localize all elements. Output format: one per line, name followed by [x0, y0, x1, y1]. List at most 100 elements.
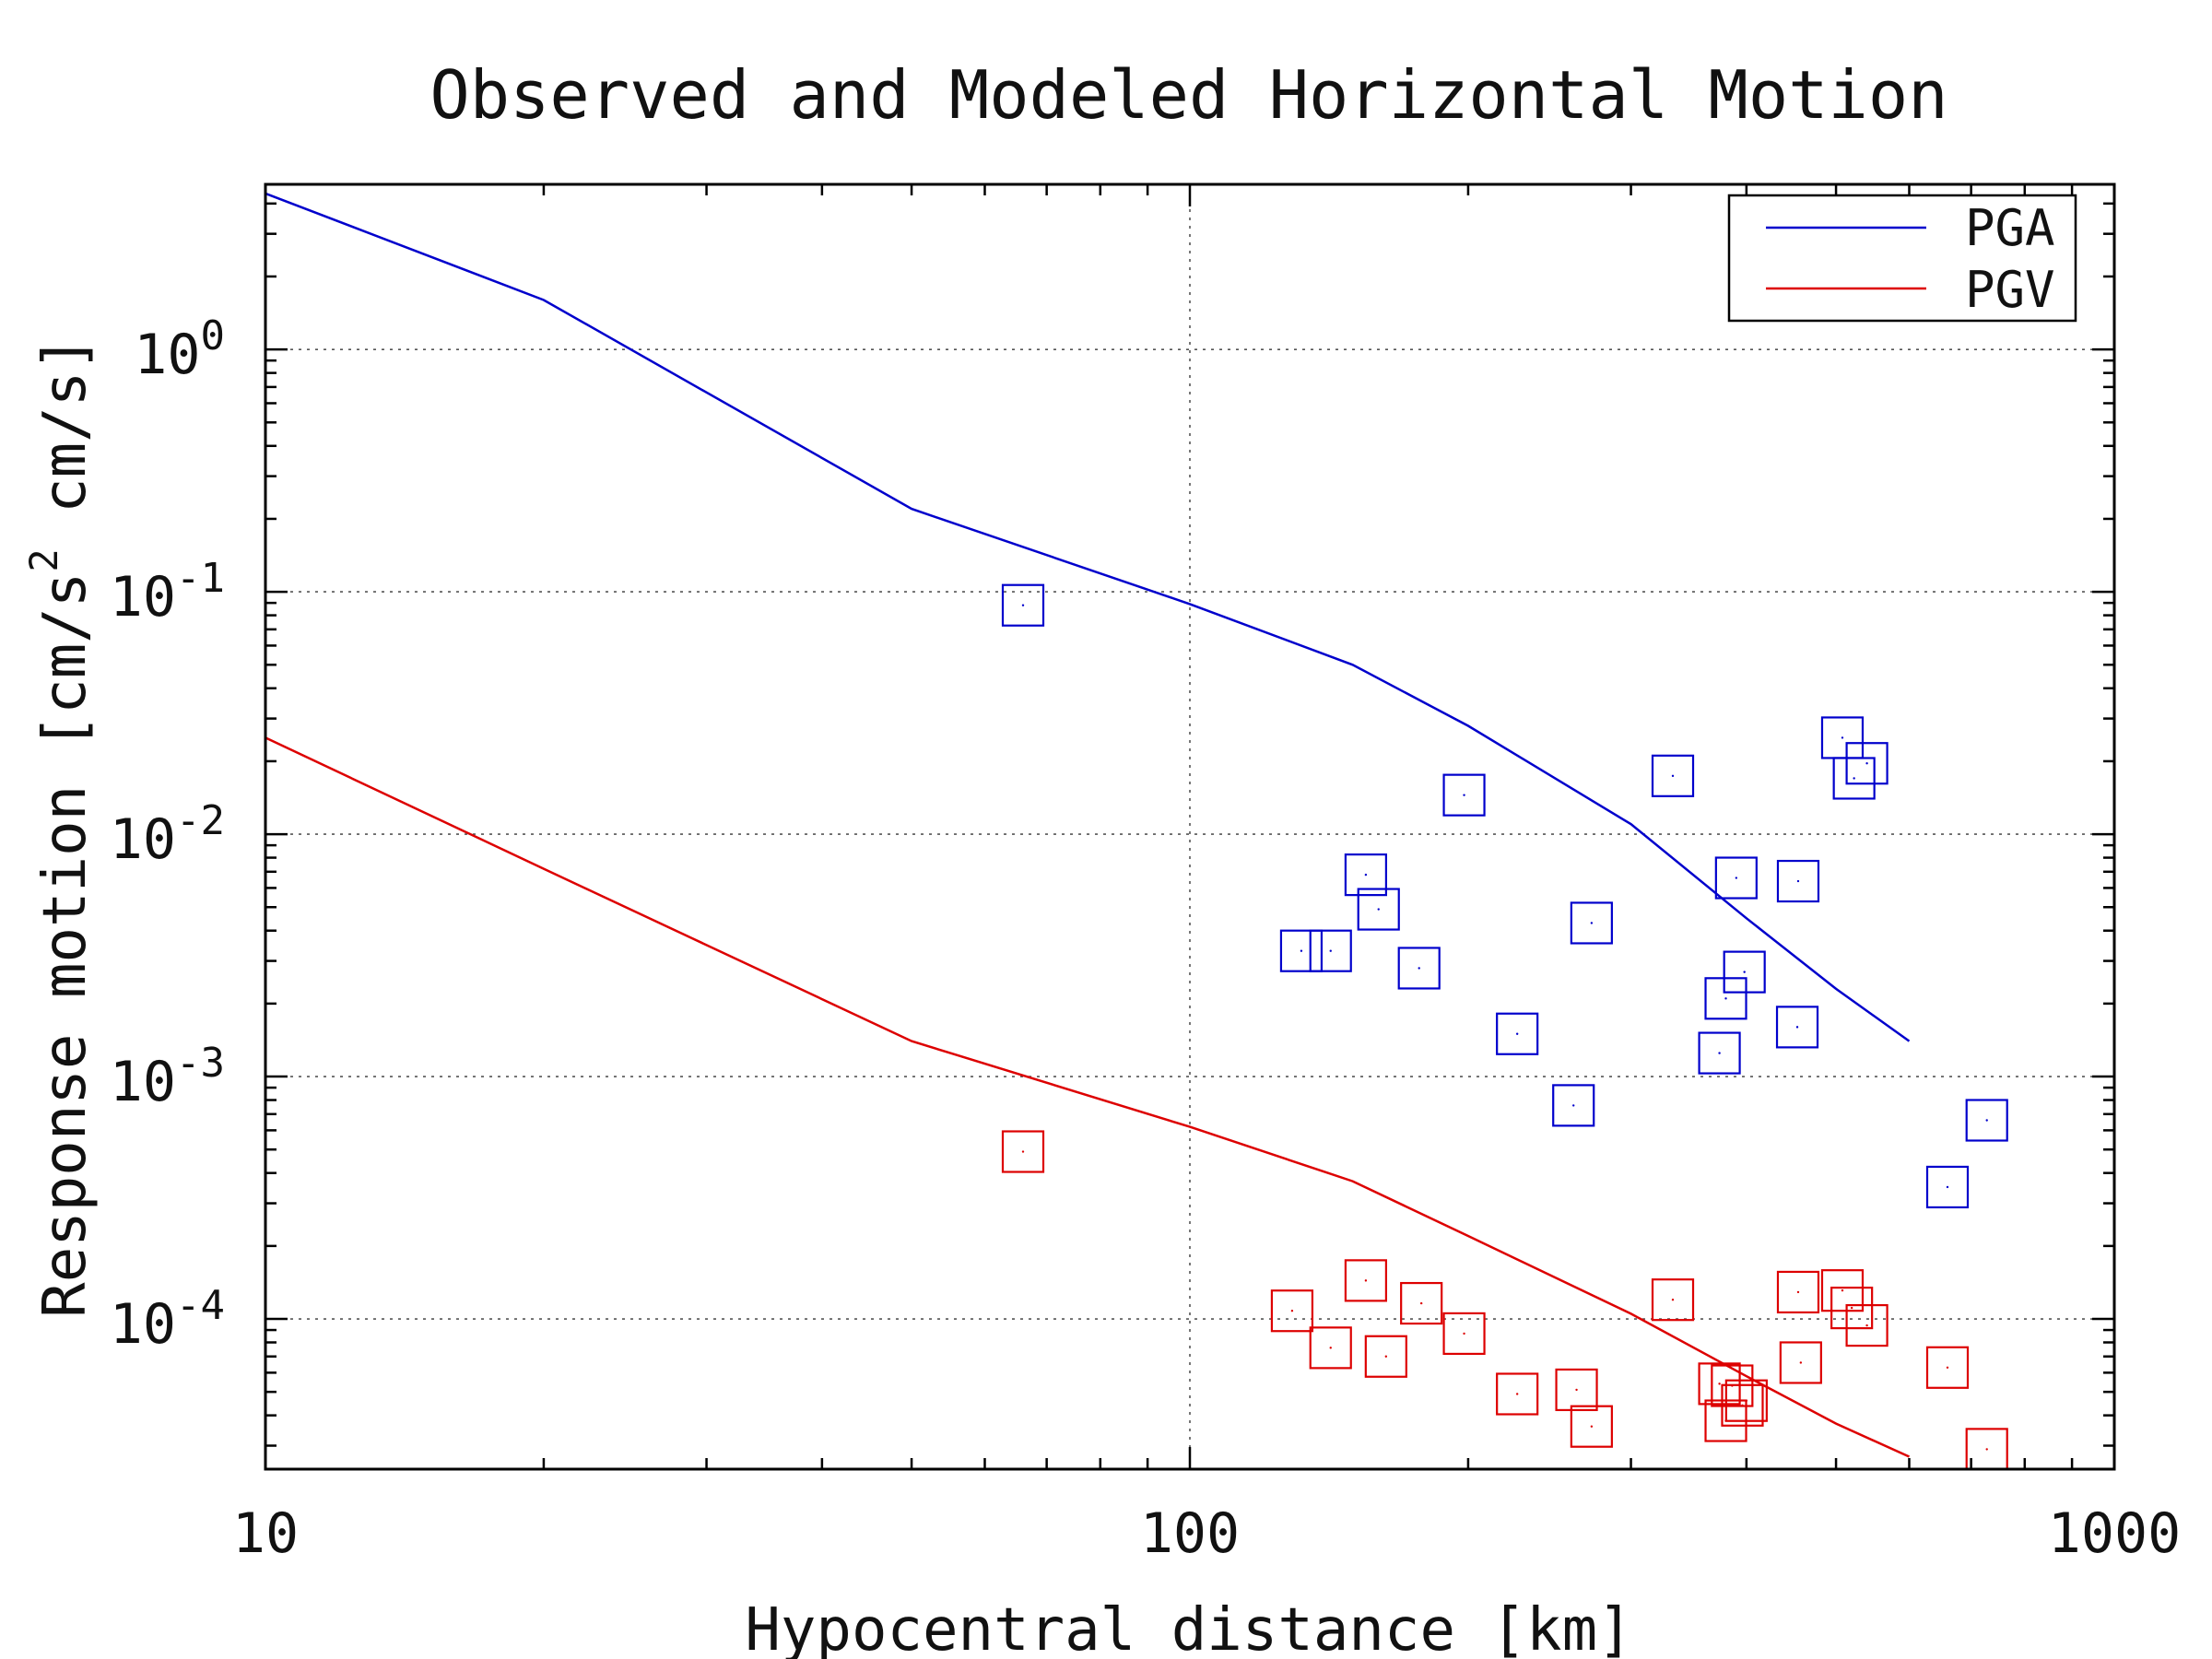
data-marker-3 [1830, 1286, 1874, 1330]
data-marker-2 [1309, 929, 1352, 972]
data-marker-3 [1001, 1130, 1045, 1173]
data-marker-center-3 [1745, 1399, 1748, 1402]
data-marker-3 [1270, 1289, 1314, 1333]
data-marker-center-2 [1743, 971, 1746, 973]
data-marker-2 [1552, 1084, 1595, 1127]
data-marker-3 [1442, 1312, 1486, 1356]
data-marker-center-2 [1724, 997, 1727, 1000]
y-axis-label-end: cm/s] [31, 335, 100, 548]
data-marker-center-3 [1796, 1290, 1800, 1294]
data-marker-center-2 [1841, 736, 1844, 739]
data-marker-3 [1309, 1326, 1352, 1370]
data-marker-center-3 [1021, 1150, 1025, 1153]
data-marker-2 [1279, 929, 1324, 972]
data-marker-center-2 [1865, 762, 1868, 765]
data-marker-center-3 [1718, 1382, 1721, 1385]
y-tick-label: 10-1 [110, 555, 225, 629]
data-marker-3 [1496, 1372, 1539, 1416]
data-marker-2 [1442, 773, 1486, 817]
data-marker-center-3 [1946, 1366, 1949, 1369]
data-marker-center-3 [1841, 1288, 1844, 1292]
data-marker-3 [1555, 1368, 1598, 1412]
data-marker-3 [1721, 1383, 1764, 1427]
data-marker-3 [1570, 1405, 1613, 1448]
x-tick-label: 1000 [2048, 1501, 2182, 1566]
data-marker-center-2 [1364, 873, 1368, 877]
data-marker-center-3 [1590, 1425, 1594, 1428]
legend-label-pgv: PGV [1965, 261, 2055, 319]
data-marker-center-3 [1850, 1306, 1853, 1310]
data-marker-center-3 [1741, 1404, 1744, 1406]
x-tick-label: 100 [1140, 1501, 1240, 1566]
y-axis-label-superscript: 2 [21, 548, 66, 571]
x-axis-label: Hypocentral distance [km] [745, 1596, 1632, 1659]
data-marker-2 [1344, 853, 1388, 897]
data-marker-center-2 [1021, 604, 1025, 606]
y-tick-label: 100 [134, 312, 225, 387]
data-marker-center-3 [1575, 1388, 1578, 1392]
data-marker-3 [1776, 1270, 1820, 1314]
data-marker-2 [1845, 742, 1888, 785]
data-marker-center-2 [1796, 879, 1800, 883]
data-marker-center-3 [1865, 1324, 1868, 1327]
data-marker-3 [1820, 1269, 1865, 1312]
plot-frame [264, 182, 2116, 1471]
series-layer [265, 192, 2008, 1471]
data-marker-3 [1651, 1278, 1695, 1322]
data-marker-center-2 [1572, 1104, 1575, 1107]
data-marker-center-2 [1671, 774, 1675, 778]
data-marker-3 [1344, 1259, 1388, 1302]
tick-labels: 100 10-1 10-2 10-3 10-4 10 100 1000 [110, 312, 2181, 1566]
data-marker-2 [1832, 757, 1876, 800]
data-marker-center-3 [1290, 1310, 1294, 1312]
data-marker-2 [1651, 754, 1695, 797]
data-marker-2 [1698, 1031, 1741, 1075]
data-marker-3 [1724, 1379, 1768, 1422]
grid [265, 184, 2114, 1469]
data-marker-center-2 [1300, 949, 1303, 952]
data-marker-3 [1364, 1335, 1407, 1378]
data-marker-3 [1925, 1346, 1970, 1389]
data-marker-center-3 [1671, 1298, 1675, 1301]
data-marker-center-3 [1515, 1393, 1519, 1395]
data-marker-center-2 [1418, 967, 1420, 970]
chart-title: Observed and Modeled Horizontal Motion [429, 56, 1947, 134]
data-marker-2 [1496, 1012, 1539, 1055]
y-tick-label: 10-4 [110, 1282, 225, 1357]
data-marker-3 [1698, 1362, 1741, 1406]
data-marker-2 [1965, 1099, 2008, 1142]
legend: PGA PGV [1727, 194, 2077, 323]
data-marker-center-3 [1329, 1347, 1332, 1349]
y-axis-label: Response motion [cm/s2 cm/s] [21, 335, 100, 1318]
model-curve-pgv [265, 736, 1911, 1458]
data-marker-center-3 [1384, 1355, 1388, 1358]
data-marker-2 [1925, 1165, 1970, 1209]
model-curve-pga [265, 192, 1911, 1042]
data-marker-center-2 [1515, 1032, 1519, 1035]
data-marker-center-2 [1329, 949, 1332, 952]
data-marker-2 [1723, 950, 1766, 994]
data-marker-3 [1779, 1341, 1822, 1384]
data-marker-2 [1397, 947, 1441, 990]
data-marker-center-2 [1946, 1185, 1949, 1189]
data-marker-center-3 [1419, 1301, 1423, 1305]
data-marker-2 [1776, 859, 1820, 903]
data-marker-2 [1775, 1006, 1819, 1049]
y-tick-label: 10-3 [110, 1040, 225, 1114]
legend-box [1727, 194, 2077, 323]
data-marker-2 [1570, 901, 1613, 945]
data-marker-2 [1714, 856, 1758, 900]
data-marker-center-2 [1853, 777, 1855, 780]
data-marker-center-3 [1364, 1279, 1368, 1282]
data-marker-center-2 [1463, 794, 1465, 796]
data-marker-3 [1400, 1281, 1443, 1325]
data-marker-center-2 [1377, 908, 1380, 911]
data-marker-2 [1357, 888, 1400, 931]
data-marker-center-3 [1799, 1361, 1803, 1364]
data-marker-3 [1845, 1303, 1888, 1347]
data-marker-center-2 [1795, 1026, 1799, 1029]
data-marker-center-3 [1463, 1332, 1465, 1335]
data-marker-center-3 [1985, 1448, 1988, 1451]
legend-label-pga: PGA [1965, 199, 2055, 257]
